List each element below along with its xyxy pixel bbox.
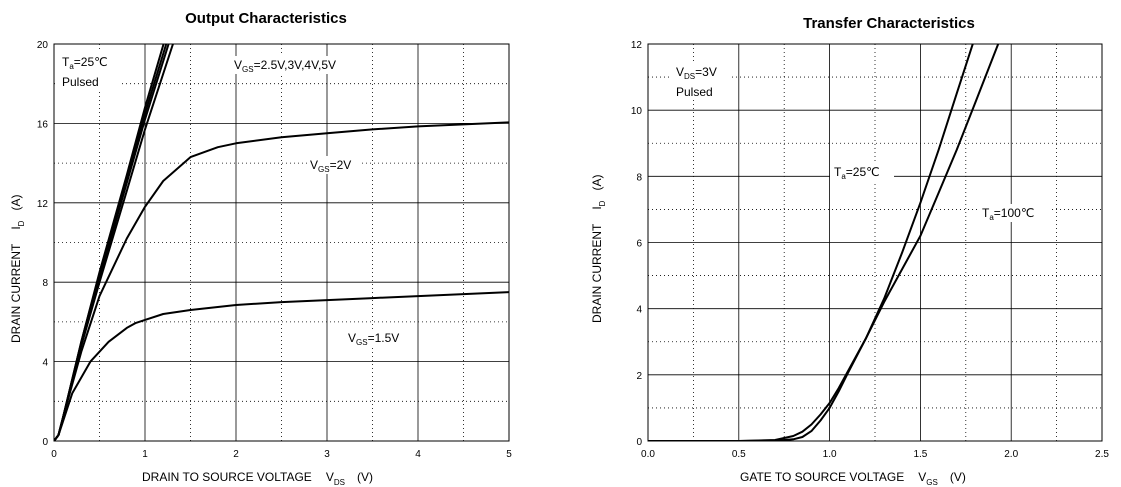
y-tick-label: 4 bbox=[636, 305, 642, 316]
chart1-condition-pulsed: Pulsed bbox=[62, 75, 99, 89]
chart1-label-vgs-2v: VGS=2V bbox=[310, 158, 351, 174]
chart1-title: Output Characteristics bbox=[185, 10, 347, 27]
x-tick-label: 2.5 bbox=[1095, 449, 1109, 460]
chart2-label-ta-100: Ta=100℃ bbox=[982, 206, 1034, 222]
y-tick-label: 0 bbox=[42, 437, 48, 448]
x-tick-label: 0.0 bbox=[641, 449, 655, 460]
series-line-5 bbox=[54, 121, 509, 441]
chart1-series bbox=[54, 44, 509, 441]
chart1-label-vgs-1-5v: VGS=1.5V bbox=[348, 331, 399, 347]
chart1-grid bbox=[53, 43, 510, 442]
y-tick-label: 8 bbox=[636, 172, 642, 183]
chart2-grid bbox=[647, 43, 1103, 442]
chart2-condition-vds: VDS=3V bbox=[676, 65, 717, 81]
y-tick-label: 6 bbox=[636, 239, 642, 250]
x-tick-label: 0.5 bbox=[732, 449, 746, 460]
transfer-characteristics-chart: Transfer Characteristics 0.0 0.5 1.0 1.5 2.0… bbox=[590, 15, 1109, 487]
chart1-condition-temp: Ta=25℃ bbox=[62, 55, 108, 71]
chart1-y-ticks: 0 4 8 12 16 20 bbox=[37, 40, 49, 448]
chart2-condition-backdrop bbox=[672, 62, 732, 100]
chart2-plot-frame bbox=[647, 43, 1103, 442]
x-tick-label: 1.5 bbox=[913, 449, 927, 460]
series-line-1 bbox=[648, 44, 974, 441]
chart1-vgs-high-backdrop bbox=[232, 56, 362, 74]
chart2-series bbox=[648, 44, 1000, 441]
series-line-6 bbox=[54, 291, 509, 441]
chart1-plot-frame bbox=[53, 43, 510, 442]
y-tick-label: 2 bbox=[636, 371, 642, 382]
chart2-x-ticks: 0.0 0.5 1.0 1.5 2.0 2.5 bbox=[641, 449, 1109, 460]
chart2-title: Transfer Characteristics bbox=[803, 15, 975, 32]
chart2-ta25-backdrop bbox=[830, 163, 894, 181]
x-tick-label: 4 bbox=[415, 449, 421, 460]
chart2-x-axis-label: GATE TO SOURCE VOLTAGE VGS (V) bbox=[740, 470, 966, 487]
x-tick-label: 0 bbox=[51, 449, 57, 460]
y-tick-label: 16 bbox=[37, 119, 49, 130]
chart1-y-axis-label: DRAIN CURRENTID(A) bbox=[9, 195, 26, 343]
chart1-vgs15-backdrop bbox=[346, 329, 410, 347]
chart1-vgs2-backdrop bbox=[308, 156, 360, 174]
chart1-x-axis-label: DRAIN TO SOURCE VOLTAGE VDS (V) bbox=[142, 470, 373, 487]
x-tick-label: 5 bbox=[506, 449, 512, 460]
chart2-y-ticks: 0 2 4 6 8 10 12 bbox=[631, 40, 643, 448]
y-tick-label: 8 bbox=[42, 278, 48, 289]
chart2-condition-pulsed: Pulsed bbox=[676, 85, 713, 99]
x-tick-label: 2 bbox=[233, 449, 239, 460]
x-tick-label: 3 bbox=[324, 449, 330, 460]
chart1-label-vgs-high: VGS=2.5V,3V,4V,5V bbox=[234, 58, 336, 74]
chart1-x-ticks: 0 1 2 3 4 5 bbox=[51, 449, 512, 460]
chart2-y-axis-label: DRAIN CURRENTID(A) bbox=[590, 175, 607, 323]
y-tick-label: 4 bbox=[42, 358, 48, 369]
y-tick-label: 0 bbox=[636, 437, 642, 448]
y-tick-label: 10 bbox=[631, 106, 643, 117]
x-tick-label: 1.0 bbox=[823, 449, 837, 460]
series-line-2 bbox=[648, 44, 1000, 441]
chart2-ta100-backdrop bbox=[978, 204, 1050, 222]
chart1-condition-backdrop bbox=[58, 52, 120, 90]
x-tick-label: 1 bbox=[142, 449, 148, 460]
x-tick-label: 2.0 bbox=[1004, 449, 1018, 460]
chart2-label-ta-25: Ta=25℃ bbox=[834, 165, 880, 181]
y-tick-label: 20 bbox=[37, 40, 49, 51]
y-tick-label: 12 bbox=[631, 40, 643, 51]
y-tick-label: 12 bbox=[37, 199, 49, 210]
